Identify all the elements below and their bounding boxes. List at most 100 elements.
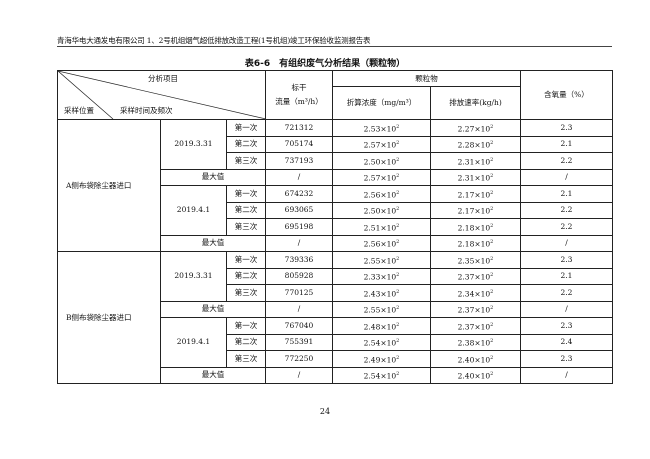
conc-value: 2.48×102 [332, 317, 431, 335]
sampling-date: 2019.3.31 [160, 119, 227, 170]
rate-value: 2.28×102 [430, 135, 521, 153]
flow-value: 737193 [265, 152, 333, 170]
results-table: 分析项目 采样位置 采样时间及频次 标干 流量（m³/h） 颗粒物 含氧量（%） … [57, 70, 613, 384]
sampling-date: 2019.4.1 [160, 317, 227, 368]
sample-frequency: 第二次 [226, 333, 266, 351]
table-row: 第三次 770125 2.43×102 2.34×102 2.2 [58, 284, 613, 302]
rate-value: 2.18×102 [430, 218, 521, 236]
particulate-header: 颗粒物 [332, 70, 521, 87]
analysis-item-label: 分析项目 [148, 74, 178, 83]
sampling-location-label: 采样位置 [64, 106, 94, 115]
sample-frequency: 第一次 [226, 185, 266, 203]
max-row: 最大值/2.55×102 2.37×102/ [58, 300, 613, 318]
flow-value: 772250 [265, 350, 333, 368]
flow-value: 805928 [265, 267, 333, 285]
conc-value: 2.55×102 [332, 251, 431, 269]
oxygen-header: 含氧量（%） [520, 70, 613, 120]
diagonal-header-cell: 分析项目 采样位置 采样时间及频次 [57, 70, 266, 120]
conc-value: 2.33×102 [332, 267, 431, 285]
max-flow: / [265, 168, 333, 186]
running-header: 青海华电大通发电有限公司 1、2号机组烟气超低排放改造工程(1号机组)竣工环保验… [57, 36, 371, 45]
sample-frequency: 第二次 [226, 201, 266, 219]
max-conc: 2.55×102 [332, 300, 431, 318]
oxygen-value: 2.1 [520, 135, 613, 153]
flow-value: 739336 [265, 251, 333, 269]
sample-frequency: 第一次 [226, 317, 266, 335]
sampling-location: A侧布袋除尘器进口 [57, 119, 161, 252]
conc-value: 2.49×102 [332, 350, 431, 368]
max-label: 最大值 [160, 234, 266, 252]
max-oxygen: / [520, 366, 613, 384]
sample-frequency: 第一次 [226, 251, 266, 269]
max-rate: 2.18×102 [430, 234, 521, 252]
oxygen-value: 2.3 [520, 317, 613, 335]
oxygen-value: 2.2 [520, 152, 613, 170]
rate-header: 排放速率(kg/h) [430, 86, 521, 120]
conc-value: 2.43×102 [332, 284, 431, 302]
oxygen-value: 2.3 [520, 119, 613, 137]
conc-value: 2.54×102 [332, 333, 431, 351]
conc-value: 2.51×102 [332, 218, 431, 236]
oxygen-value: 2.1 [520, 185, 613, 203]
sample-frequency: 第二次 [226, 267, 266, 285]
conc-value: 2.50×102 [332, 201, 431, 219]
flow-header: 标干 流量（m³/h） [265, 70, 333, 120]
conc-value: 2.53×102 [332, 119, 431, 137]
rate-value: 2.35×102 [430, 251, 521, 269]
rate-value: 2.31×102 [430, 152, 521, 170]
sampling-date: 2019.4.1 [160, 185, 227, 236]
max-label: 最大值 [160, 168, 266, 186]
max-label: 最大值 [160, 366, 266, 384]
sample-frequency: 第三次 [226, 284, 266, 302]
max-flow: / [265, 366, 333, 384]
table-row: 第三次 772250 2.49×102 2.40×102 2.3 [58, 350, 613, 368]
flow-value: 695198 [265, 218, 333, 236]
rate-value: 2.38×102 [430, 333, 521, 351]
sampling-location: B侧布袋除尘器进口 [57, 251, 161, 384]
table-row: 2019.4.1 第一次 767040 2.48×102 2.37×102 2.3 [58, 317, 613, 368]
oxygen-value: 2.3 [520, 251, 613, 269]
diagonal-lines [58, 71, 266, 119]
max-flow: / [265, 300, 333, 318]
flow-value: 693065 [265, 201, 333, 219]
flow-value: 705174 [265, 135, 333, 153]
max-row: 最大值/2.54×102 2.40×102/ [58, 366, 613, 384]
sampling-time-label: 采样时间及频次 [120, 106, 173, 115]
table-row: A侧布袋除尘器进口 2019.3.31 第一次 721312 2.53×102 2.27×… [57, 119, 613, 252]
flow-value: 674232 [265, 185, 333, 203]
table-row: B侧布袋除尘器进口 2019.3.31 第一次 739336 2.55×102 2.35×… [57, 251, 613, 384]
oxygen-value: 2.1 [520, 267, 613, 285]
flow-value: 767040 [265, 317, 333, 335]
flow-value: 755391 [265, 333, 333, 351]
conc-header: 折算浓度（mg/m³） [332, 86, 431, 120]
max-label: 最大值 [160, 300, 266, 318]
rate-value: 2.17×102 [430, 185, 521, 203]
max-rate: 2.37×102 [430, 300, 521, 318]
sample-frequency: 第三次 [226, 152, 266, 170]
max-oxygen: / [520, 168, 613, 186]
rate-value: 2.37×102 [430, 317, 521, 335]
conc-value: 2.56×102 [332, 185, 431, 203]
max-flow: / [265, 234, 333, 252]
sampling-date: 2019.3.31 [160, 251, 227, 302]
rate-value: 2.34×102 [430, 284, 521, 302]
oxygen-value: 2.4 [520, 333, 613, 351]
rate-value: 2.37×102 [430, 267, 521, 285]
max-conc: 2.54×102 [332, 366, 431, 384]
page-number: 24 [319, 407, 331, 416]
table-row: 2019.4.1 第一次 674232 2.56×102 2.17×102 2.1 [58, 185, 613, 236]
rate-value: 2.17×102 [430, 201, 521, 219]
max-rate: 2.40×102 [430, 366, 521, 384]
rate-value: 2.27×102 [430, 119, 521, 137]
table-title: 表6-6 有组织废气分析结果（颗粒物） [244, 59, 406, 69]
table-row: 第二次 755391 2.54×102 2.38×102 2.4 [58, 333, 613, 351]
flow-value: 721312 [265, 119, 333, 137]
max-conc: 2.56×102 [332, 234, 431, 252]
oxygen-value: 2.2 [520, 201, 613, 219]
table-row: 第二次 693065 2.50×102 2.17×102 2.2 [58, 201, 613, 219]
sample-frequency: 第三次 [226, 218, 266, 236]
max-oxygen: / [520, 300, 613, 318]
conc-value: 2.57×102 [332, 135, 431, 153]
sample-frequency: 第二次 [226, 135, 266, 153]
header-rule [57, 46, 612, 47]
